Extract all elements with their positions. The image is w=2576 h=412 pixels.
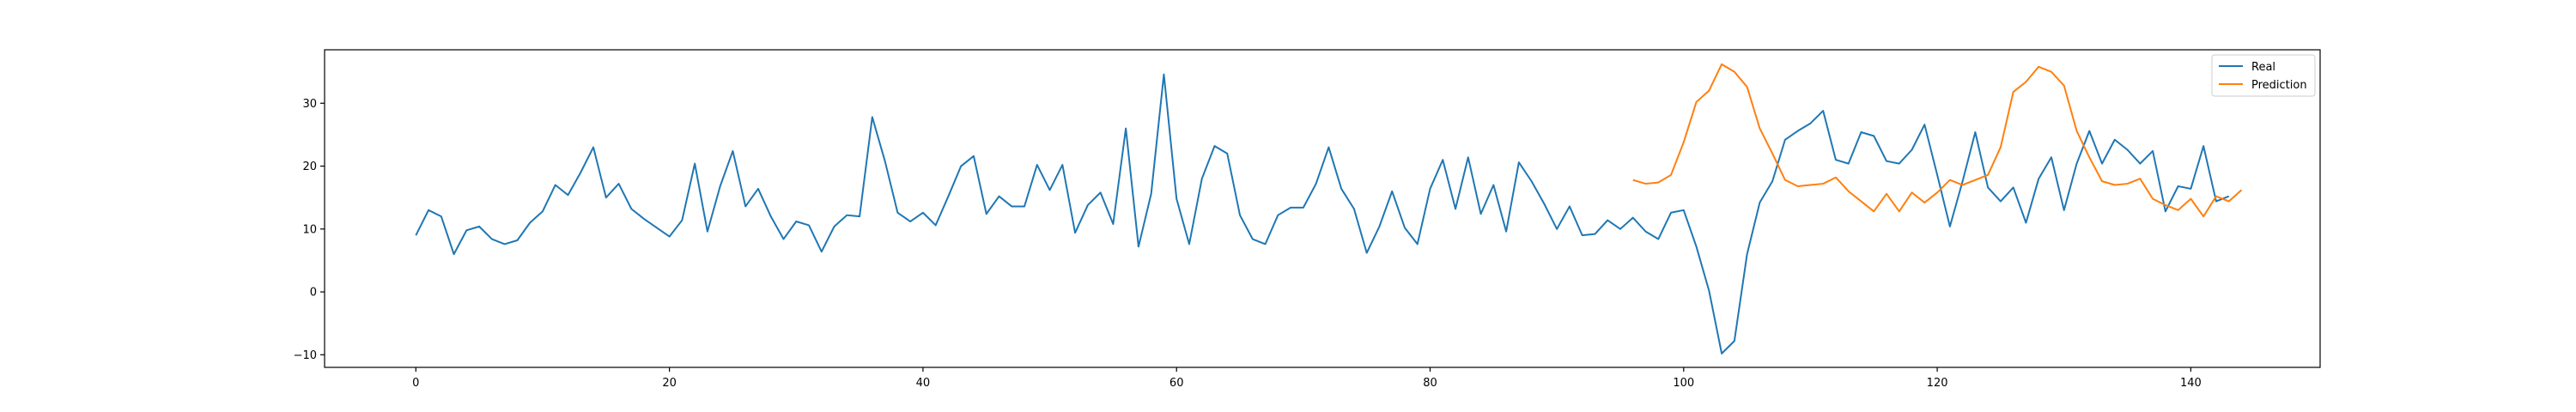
x-tick-label: 0 (412, 377, 419, 390)
y-tick-label: 30 (302, 98, 317, 111)
y-tick-label: −10 (294, 349, 317, 362)
x-axis: 0 20 40 60 80 100 120 140 (412, 367, 2202, 390)
x-tick-label: 80 (1423, 377, 1437, 390)
plot-area (415, 63, 2243, 354)
legend: Real Prediction (2211, 54, 2316, 97)
x-tick-label: 140 (2180, 377, 2202, 390)
series-line-prediction (1632, 63, 2243, 218)
axes-frame (324, 49, 2321, 368)
x-tick-label: 20 (662, 377, 677, 390)
legend-label-prediction: Prediction (2251, 79, 2307, 92)
series-line-real (415, 73, 2230, 354)
y-tick-label: 20 (302, 161, 317, 173)
legend-label-real: Real (2251, 61, 2275, 74)
y-tick-label: 0 (310, 287, 317, 300)
x-tick-label: 100 (1673, 377, 1694, 390)
y-tick-label: 10 (302, 223, 317, 236)
x-tick-label: 40 (916, 377, 931, 390)
x-tick-label: 60 (1170, 377, 1184, 390)
x-tick-label: 120 (1927, 377, 1948, 390)
y-axis: −10 0 10 20 30 (294, 98, 325, 362)
